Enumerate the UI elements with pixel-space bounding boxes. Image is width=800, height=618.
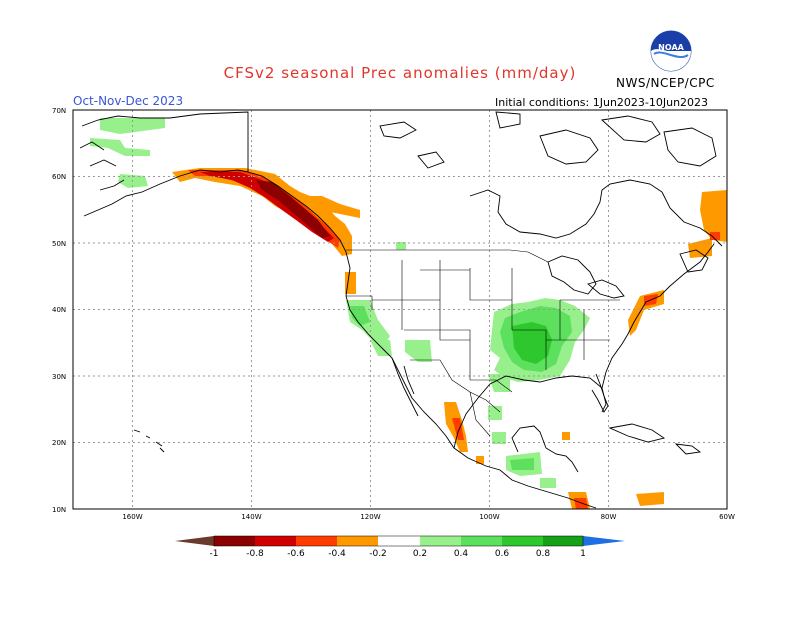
negative-anomaly-patch — [300, 196, 360, 218]
colorbar-labels: -1 -0.8 -0.6 -0.4 -0.2 0.2 0.4 0.6 0.8 1 — [210, 549, 586, 559]
agency-label: NWS/NCEP/CPC — [616, 76, 715, 90]
lon-label: 80W — [601, 513, 617, 521]
negative-anomaly-patch — [700, 190, 727, 242]
positive-anomaly-patch — [488, 406, 502, 420]
colorbar-label: -1 — [210, 549, 219, 559]
logo-text: NOAA — [658, 43, 684, 52]
initial-conditions-label: Initial conditions: 1Jun2023-10Jun2023 — [495, 96, 709, 109]
colorbar — [175, 535, 625, 547]
lat-label: 30N — [52, 373, 66, 381]
colorbar-swatch — [502, 536, 543, 546]
lon-label: 100W — [479, 513, 499, 521]
lon-label: 140W — [241, 513, 261, 521]
lat-label: 70N — [52, 107, 66, 115]
negative-anomaly-patch — [562, 432, 570, 440]
positive-anomaly-patch — [510, 458, 534, 470]
colorbar-swatch — [296, 536, 337, 546]
lat-label: 40N — [52, 306, 66, 314]
lon-label: 160W — [122, 513, 142, 521]
lat-label: 50N — [52, 240, 66, 248]
season-label: Oct-Nov-Dec 2023 — [73, 94, 184, 108]
lat-label: 20N — [52, 439, 66, 447]
colorbar-swatch — [461, 536, 502, 546]
positive-anomaly-patch — [396, 242, 406, 250]
lon-label: 120W — [360, 513, 380, 521]
colorbar-label: 0.4 — [454, 549, 469, 559]
positive-anomaly-patch — [492, 432, 506, 444]
colorbar-upper-triangle — [583, 536, 625, 546]
colorbar-swatch — [337, 536, 378, 546]
lon-label: 60W — [719, 513, 735, 521]
colorbar-swatch — [543, 536, 583, 546]
negative-anomaly-patch — [710, 232, 720, 240]
gridlines — [73, 110, 727, 509]
positive-anomaly-patch — [512, 322, 552, 364]
colorbar-label: 0.8 — [536, 549, 551, 559]
chart-title: CFSv2 seasonal Prec anomalies (mm/day) — [223, 64, 577, 82]
negative-anomaly-patch — [574, 498, 588, 509]
colorbar-label: -0.2 — [369, 549, 387, 559]
positive-anomaly-patch — [350, 306, 370, 326]
positive-anomaly-patch — [405, 340, 432, 362]
negative-anomaly-patch — [345, 272, 356, 294]
colorbar-label: 0.2 — [413, 549, 427, 559]
colorbar-label: -0.4 — [328, 549, 346, 559]
colorbar-swatch — [420, 536, 461, 546]
lat-label: 10N — [52, 506, 66, 514]
negative-anomaly-patch — [476, 456, 484, 464]
colorbar-label: 0.6 — [495, 549, 510, 559]
political-borders — [346, 249, 620, 437]
colorbar-label: -0.8 — [246, 549, 264, 559]
coastlines — [79, 111, 723, 509]
noaa-logo: NOAA — [650, 30, 692, 72]
negative-anomaly-patch — [256, 180, 330, 238]
map-frame — [72, 109, 728, 510]
positive-anomaly-patch — [488, 374, 510, 392]
lat-label: 60N — [52, 173, 66, 181]
colorbar-swatch — [255, 536, 296, 546]
colorbar-swatch — [214, 536, 255, 546]
colorbar-lower-triangle — [175, 536, 214, 546]
lon-labels: 160W 140W 120W 100W 80W 60W — [122, 513, 735, 521]
colorbar-swatch — [378, 536, 420, 546]
lat-labels: 70N 60N 50N 40N 30N 20N 10N — [52, 107, 66, 514]
negative-anomaly-patch — [688, 238, 712, 258]
colorbar-label: -0.6 — [287, 549, 305, 559]
colorbar-label: 1 — [580, 549, 586, 559]
negative-anomaly-patch — [636, 492, 664, 506]
positive-anomaly-patch — [370, 340, 392, 356]
negative-anomaly-patch — [452, 418, 464, 440]
positive-anomaly-patch — [540, 478, 556, 488]
positive-anomaly-patch — [90, 138, 150, 156]
